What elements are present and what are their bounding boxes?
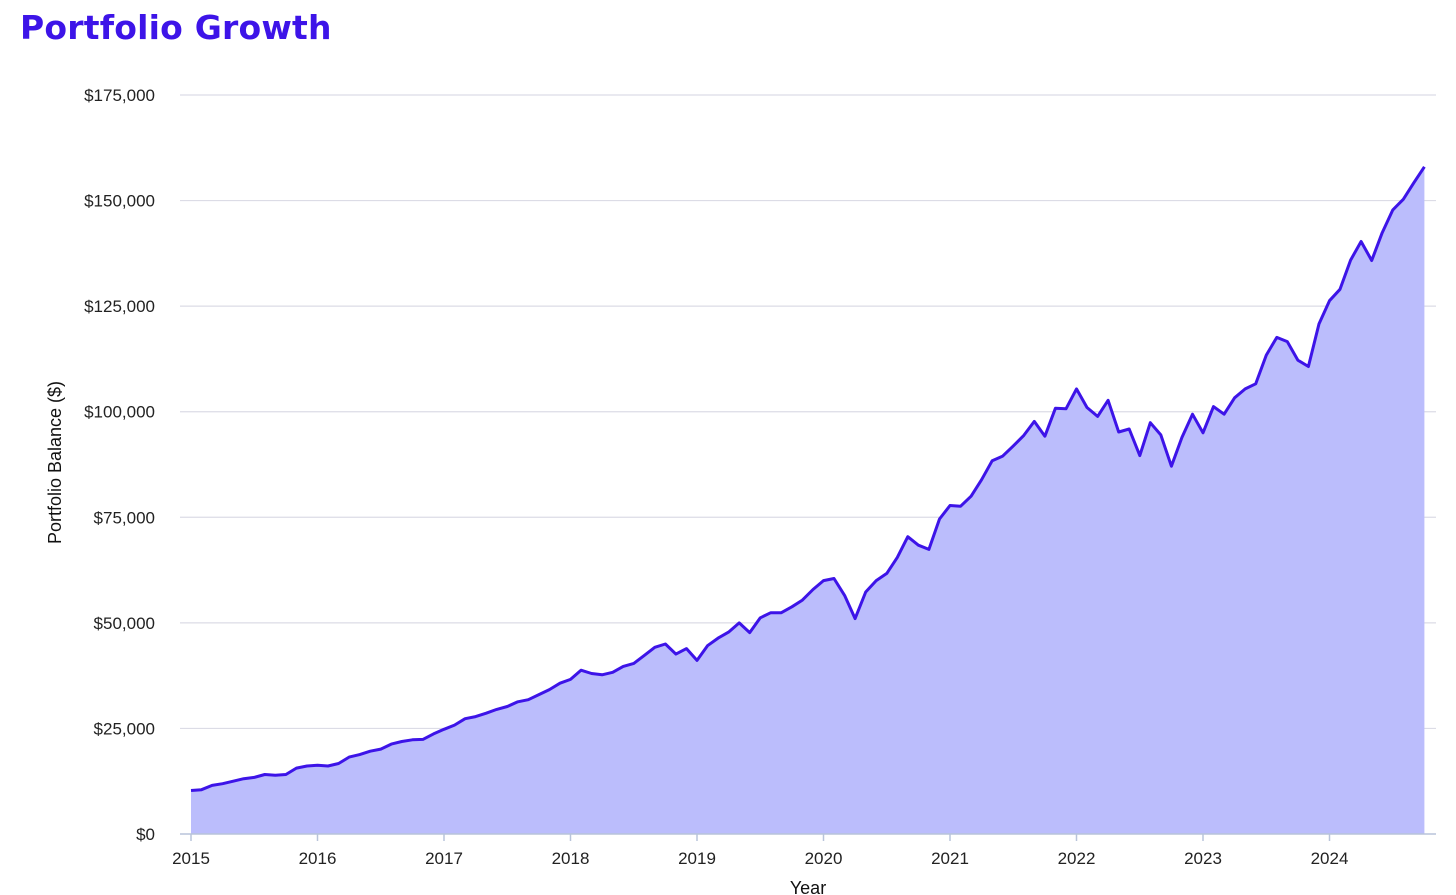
y-tick-label: $25,000 [94, 719, 155, 738]
y-tick-label: $150,000 [84, 192, 155, 211]
x-tick-label: 2017 [425, 849, 463, 868]
x-axis-ticks: 2015 2016 2017 2018 2019 2020 2021 2022 2023 2024 [172, 834, 1348, 868]
x-axis-title: Year [790, 878, 826, 895]
portfolio-area-fill [191, 166, 1425, 835]
y-tick-label: $0 [136, 825, 155, 844]
x-tick-label: 2021 [931, 849, 969, 868]
y-tick-label: $100,000 [84, 403, 155, 422]
x-tick-label: 2016 [299, 849, 337, 868]
x-tick-label: 2018 [552, 849, 590, 868]
x-tick-label: 2015 [172, 849, 210, 868]
chart-title: Portfolio Growth [20, 8, 332, 47]
y-tick-label: $125,000 [84, 297, 155, 316]
x-tick-label: 2020 [805, 849, 843, 868]
y-tick-label: $50,000 [94, 614, 155, 633]
y-tick-label: $75,000 [94, 508, 155, 527]
x-tick-label: 2022 [1058, 849, 1096, 868]
x-tick-label: 2024 [1311, 849, 1349, 868]
x-tick-label: 2023 [1184, 849, 1222, 868]
y-tick-label: $175,000 [84, 86, 155, 105]
portfolio-balance-line [190, 165, 1426, 792]
x-tick-label: 2019 [678, 849, 716, 868]
y-axis-ticks: $0 $25,000 $50,000 $75,000 $100,000 $125,000 $… [84, 86, 155, 844]
y-axis-title: Portfolio Balance ($) [45, 381, 65, 544]
